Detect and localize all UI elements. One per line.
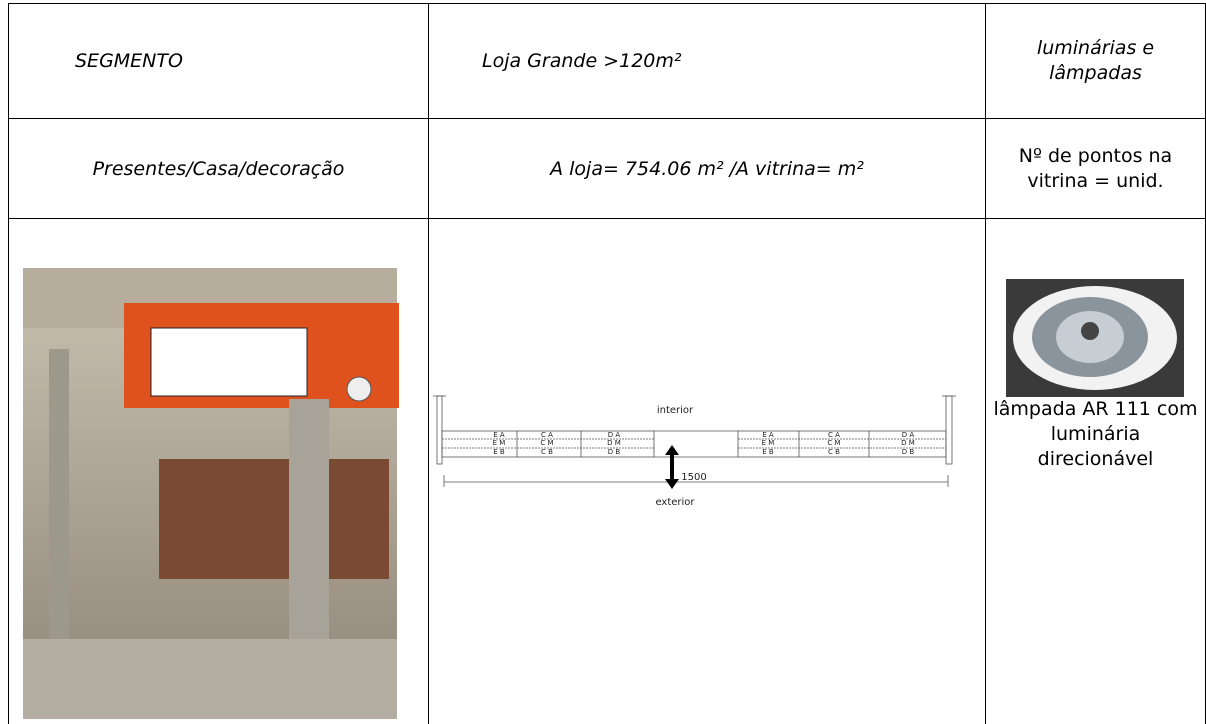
row: Presentes/Casa/decoração A loja= 754.06 … [9, 119, 1206, 219]
zone-label: D A [902, 431, 915, 439]
cell-text: Loja Grande >120m² [429, 50, 682, 72]
zone-label: C B [541, 448, 553, 456]
zone-label: D M [607, 439, 621, 447]
diagram-label: 1500 [681, 472, 706, 483]
wall [946, 396, 952, 464]
zone-label: E M [493, 439, 506, 447]
spec-table: SEGMENTO Loja Grande >120m² luminárias e… [8, 3, 1206, 724]
cell: lâmpada AR 111 com luminária direcionáve… [986, 219, 1206, 724]
cell: Loja Grande >120m² [429, 4, 986, 119]
zone-label: D B [902, 448, 915, 456]
cell: SEGMENTO [9, 4, 429, 119]
cell-text: A loja= 754.06 m² /A vitrina= m² [429, 119, 986, 219]
zone-label: D B [608, 448, 621, 456]
zone-label: D M [901, 439, 915, 447]
wall [437, 396, 442, 464]
cell-text: luminárias e lâmpadas [986, 4, 1206, 119]
zone-label: E A [762, 431, 774, 439]
zone-label: C B [828, 448, 840, 456]
diagram-label: exterior [655, 497, 695, 508]
cell [9, 219, 429, 724]
zone-label: E A [493, 431, 505, 439]
zone-label: C M [540, 439, 553, 447]
row: SEGMENTO Loja Grande >120m² luminárias e… [9, 4, 1206, 119]
cell-text: SEGMENTO [9, 50, 183, 72]
zone-label: C A [828, 431, 840, 439]
lamp-caption: lâmpada AR 111 com luminária direcionáve… [986, 397, 1205, 472]
zone-label: C M [827, 439, 840, 447]
zone-label: E M [762, 439, 775, 447]
cell-text: Presentes/Casa/decoração [9, 119, 429, 219]
cell-text: Nº de pontos na vitrina = unid. [986, 119, 1206, 219]
lamp-image [986, 279, 1203, 397]
zone-label: E B [493, 448, 505, 456]
zone-label: D A [608, 431, 621, 439]
zone-label: C A [541, 431, 553, 439]
zone-label: E B [762, 448, 774, 456]
store-photo [9, 219, 428, 719]
zone-grid [442, 431, 946, 457]
diagram-label: interior [657, 405, 694, 416]
